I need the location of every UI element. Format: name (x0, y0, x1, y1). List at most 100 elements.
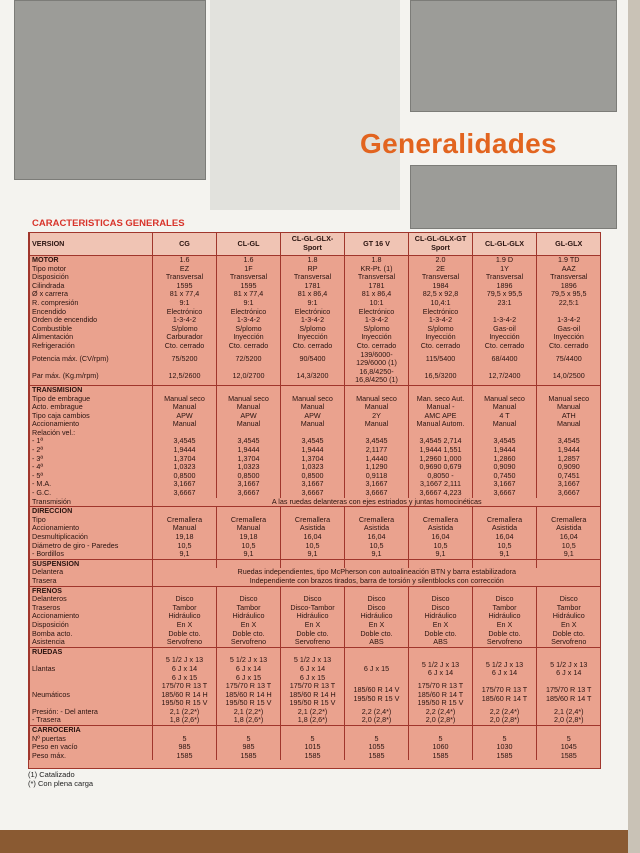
cell: 3,1667 (152, 480, 217, 490)
cell: 0,8050 - (408, 471, 473, 481)
cell: 1585 (216, 751, 281, 761)
row-label: Disposición (29, 620, 153, 630)
row-label: - 3ª (29, 454, 153, 464)
span-cell: A las ruedas delanteras con ejes estriad… (152, 497, 600, 507)
cell: 2,2 (2,4*) (408, 707, 473, 717)
cell: Cremallera (344, 515, 409, 525)
cell: 9,1 (472, 550, 537, 560)
row-label: Acto. embrague (29, 403, 153, 412)
cell: 2,1 (2,2*) (280, 707, 345, 717)
cell (280, 646, 345, 657)
cell: 5 1/2 J x 13 6 J x 14 (472, 656, 537, 683)
section-title: FRENOS (29, 585, 153, 596)
cell: 75/5200 (152, 350, 217, 368)
cell (472, 506, 537, 516)
cell: 1781 (280, 281, 345, 291)
cell: Manual (280, 420, 345, 429)
row-label: Asistencia (29, 638, 153, 648)
cell: Manual (536, 420, 600, 429)
row-label: Par máx. (Kg.m/rpm) (29, 367, 153, 386)
table-row: Trasera Independiente con brazos tirados,… (29, 576, 600, 587)
cell (152, 646, 217, 657)
cell: 1F (216, 264, 281, 274)
section-row: DIRECCION (29, 506, 600, 516)
cell: 5 1/2 J x 13 6 J x 14 6 J x 15 (280, 656, 345, 683)
cell: Hidráulico (280, 612, 345, 621)
cell: 3,4545 (216, 437, 281, 447)
cell: 19,18 (152, 533, 217, 542)
cell: 1015 (280, 743, 345, 752)
cell (152, 558, 217, 569)
cell: Electrónico (280, 307, 345, 317)
cell: Disco (344, 595, 409, 604)
cell: 1,8 (2,6*) (152, 716, 217, 726)
cell (536, 506, 600, 516)
cell: Cto. cerrado (536, 341, 600, 351)
table-row: - 5ª 0,8500 0,8500 0,8500 0,9118 0,8050 -0,74… (29, 471, 600, 481)
cell (280, 585, 345, 596)
row-label: Relación vel.: (29, 428, 153, 438)
cell (408, 725, 473, 735)
section-title: MOTOR (29, 254, 153, 265)
header-row: VERSION CG CL-GL CL-GL-GLX- Sport GT 16 V CL-… (29, 233, 600, 256)
cell: Electrónico (344, 307, 409, 317)
cell: 3,4545 2,714 (408, 437, 473, 447)
column-header: CL-GL-GLX-GT Sport (408, 233, 473, 256)
cell (216, 585, 281, 596)
cell: 2,0 (2,8*) (536, 716, 600, 726)
cell (152, 585, 217, 596)
cell: 3,6667 (536, 489, 600, 498)
cell: Hidráulico (344, 612, 409, 621)
table-row: Accionamiento Hidráulico Hidráulico Hidrául… (29, 612, 600, 621)
cell: Manual (152, 524, 217, 533)
cell: Disco-Tambor (280, 603, 345, 613)
cell: 1585 (152, 751, 217, 761)
cell: Manual seco (344, 394, 409, 404)
cell: Transversal (152, 273, 217, 282)
table-row: Accionamiento Manual Manual Asistida Asistid… (29, 524, 600, 533)
cell: AMC APE (408, 411, 473, 421)
column-header: CL-GL-GLX- Sport (280, 233, 345, 256)
cell (152, 725, 217, 735)
cell: Hidráulico (472, 612, 537, 621)
cell: 5 (216, 734, 281, 744)
cell: Cremallera (280, 515, 345, 525)
cell: 3,1667 (280, 480, 345, 490)
column-header: CL-GL-GLX (472, 233, 537, 256)
cell (536, 725, 600, 735)
section-value: 1.9 D (472, 254, 537, 265)
cell: 23:1 (472, 298, 537, 308)
cell: Cto. cerrado (280, 341, 345, 351)
cell: 175/70 R 13 T 185/60 R 14 H 195/50 R 15 … (216, 682, 281, 708)
cell: Disco (152, 595, 217, 604)
row-label: Refrigeración (29, 341, 153, 351)
cell: Doble cto. (152, 629, 217, 639)
cell: Servofreno (152, 638, 217, 648)
cell: S/plomo (408, 324, 473, 334)
cell: 0,9118 (344, 471, 409, 481)
photo (410, 0, 617, 112)
cell: 1-3-4-2 (536, 316, 600, 325)
cell: 12,7/2400 (472, 367, 537, 386)
cell: 10,5 (216, 541, 281, 551)
cell: S/plomo (280, 324, 345, 334)
row-label: Presión: - Del antera (29, 707, 153, 717)
cell: 68/4400 (472, 350, 537, 368)
cell: Cto. cerrado (216, 341, 281, 351)
row-label: Alimentación (29, 333, 153, 342)
cell: 16,04 (472, 533, 537, 542)
row-label: - 2ª (29, 446, 153, 455)
cell: 2,0 (2,8*) (408, 716, 473, 726)
cell: 1,9444 (280, 446, 345, 455)
column-header: CG (152, 233, 217, 256)
row-label: Tipo caja cambios (29, 411, 153, 421)
cell: Gas-oil (536, 324, 600, 334)
span-cell: Ruedas independientes, tipo McPherson co… (152, 568, 600, 577)
cell: 1896 (536, 281, 600, 291)
cell: 1,9444 (536, 446, 600, 455)
cell: 3,4545 (472, 437, 537, 447)
cell: 81 x 77,4 (216, 290, 281, 299)
cell (152, 506, 217, 516)
cell: 1Y (472, 264, 537, 274)
row-label: - G.C. (29, 489, 153, 498)
